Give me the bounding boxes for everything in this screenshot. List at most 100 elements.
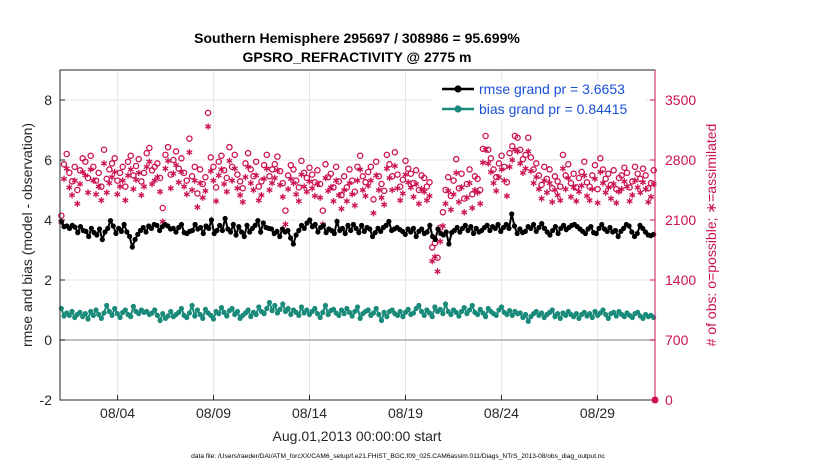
possible-obs-point [404, 165, 412, 172]
assimilated-obs-point [87, 166, 94, 173]
rmse-point [301, 225, 307, 231]
assimilated-obs-point [399, 190, 406, 197]
possible-obs-point [106, 166, 113, 173]
y-right-tick-label: 3500 [665, 92, 696, 108]
assimilated-obs-point [274, 167, 281, 174]
rmse-point [539, 221, 545, 227]
possible-obs-point [239, 185, 247, 192]
possible-obs-point [346, 166, 353, 173]
possible-obs-point [412, 167, 420, 174]
assimilated-obs-point [170, 170, 177, 177]
possible-obs-point [554, 178, 561, 185]
rmse-point [320, 222, 326, 228]
assimilated-obs-point [397, 197, 404, 204]
possible-obs-point [498, 152, 505, 159]
bias-point [256, 304, 262, 310]
bias-point [298, 304, 305, 310]
assimilated-obs-point [642, 185, 649, 193]
possible-obs-point [332, 163, 340, 171]
rmse-point [312, 221, 318, 228]
assimilated-obs-point [172, 161, 180, 169]
assimilated-obs-point [183, 191, 190, 198]
assimilated-obs-point [519, 169, 527, 177]
possible-obs-point [223, 174, 231, 182]
assimilated-obs-point [279, 193, 286, 201]
assimilated-obs-point [559, 165, 567, 172]
assimilated-obs-point [180, 183, 188, 190]
rmse-point [593, 230, 599, 237]
possible-obs-point [268, 166, 276, 173]
y-right-tick-label: 1400 [665, 272, 696, 288]
possible-obs-point [364, 168, 372, 176]
y-right-tick-label: 2100 [665, 212, 696, 228]
bias-point [346, 309, 353, 315]
rmse-point [487, 227, 493, 234]
bias-point [165, 313, 171, 319]
data-file-footnote: data file: /Users/raeder/DAI/ATM_forcXX/… [191, 453, 605, 460]
rmse-point [342, 230, 348, 237]
rmse-point [432, 236, 438, 243]
rmse-point [96, 226, 103, 232]
rmse-point [241, 233, 247, 240]
possible-obs-point [407, 170, 415, 177]
possible-obs-point [567, 179, 575, 187]
assimilated-obs-point [60, 175, 68, 183]
assimilated-obs-point [402, 171, 409, 178]
assimilated-obs-point [103, 189, 110, 196]
rmse-point [293, 232, 299, 238]
assimilated-obs-point [327, 184, 334, 191]
possible-obs-point [66, 169, 73, 177]
y-left-tick-label: 2 [44, 272, 52, 288]
rmse-point [498, 228, 504, 234]
possible-obs-point [439, 209, 447, 216]
bias-point [216, 311, 222, 317]
rmse-bias-layer [58, 211, 657, 324]
x-tick-label: 08/24 [484, 405, 519, 421]
rmse-point [427, 222, 433, 228]
bias-point [317, 314, 323, 321]
bias-point [509, 312, 515, 318]
possible-obs-point [356, 152, 364, 159]
rmse-point [588, 224, 594, 230]
assimilated-obs-point [130, 185, 137, 193]
rmse-point [255, 218, 261, 224]
bias-point [272, 302, 278, 309]
possible-obs-point [458, 170, 465, 177]
rmse-point [77, 224, 84, 230]
assimilated-obs-point [333, 177, 340, 184]
assimilated-obs-point [282, 221, 289, 228]
x-axis-label: Aug.01,2013 00:00:00 start [273, 428, 442, 444]
rmse-point [536, 224, 542, 231]
bias-point [261, 311, 267, 317]
rmse-point [402, 231, 408, 237]
rmse-point [378, 228, 384, 234]
possible-obs-point [450, 177, 457, 184]
bias-point [498, 304, 505, 310]
rmse-point [233, 232, 239, 238]
assimilated-obs-point [629, 191, 636, 199]
bias-point [464, 311, 470, 317]
x-tick-label: 08/14 [292, 405, 327, 421]
bias-point [90, 312, 96, 318]
assimilated-obs-point [453, 169, 460, 177]
assimilated-obs-point [362, 192, 369, 200]
assimilated-obs-point [119, 177, 126, 184]
possible-obs-point [236, 178, 244, 185]
rmse-point [113, 230, 119, 237]
bias-point [466, 307, 473, 313]
x-tick-label: 08/29 [580, 405, 615, 421]
assimilated-obs-point [215, 172, 222, 179]
legend-rmse-label: rmse grand pr = 3.6653 [479, 81, 625, 97]
assimilated-obs-point [244, 163, 252, 171]
rmse-point [247, 229, 253, 235]
bias-point [592, 308, 598, 315]
bias-point [130, 303, 136, 309]
assimilated-obs-point [514, 148, 521, 155]
assimilated-obs-point [351, 202, 358, 209]
possible-obs-point [74, 186, 81, 194]
assimilated-obs-point [188, 186, 196, 194]
bias-point [555, 311, 561, 317]
assimilated-obs-point [175, 179, 182, 186]
assimilated-obs-point [647, 193, 655, 201]
assimilated-obs-point [223, 188, 230, 195]
